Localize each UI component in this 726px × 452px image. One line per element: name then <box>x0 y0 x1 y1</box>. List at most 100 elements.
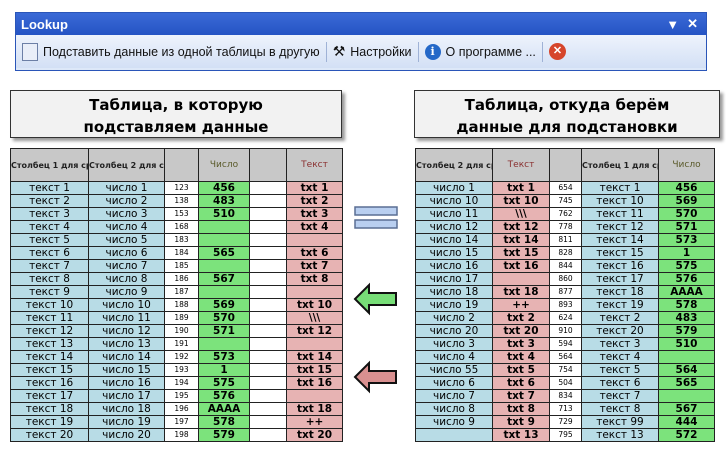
table-cell[interactable]: txt 5 <box>492 363 550 377</box>
table-cell[interactable]: число 14 <box>415 233 493 247</box>
table-cell[interactable] <box>249 428 287 442</box>
table-cell[interactable]: текст 16 <box>10 376 89 390</box>
table-cell[interactable]: текст 9 <box>10 285 89 299</box>
table-cell[interactable] <box>249 363 287 377</box>
table-cell[interactable]: 844 <box>549 259 582 273</box>
table-cell[interactable]: число 2 <box>415 311 493 325</box>
table-cell[interactable]: 564 <box>549 350 582 364</box>
table-cell[interactable]: текст 5 <box>10 233 89 247</box>
table-cell[interactable]: txt 1 <box>286 181 343 195</box>
table-cell[interactable] <box>249 350 287 364</box>
table-cell[interactable]: txt 2 <box>492 311 550 325</box>
table-cell[interactable] <box>492 272 550 286</box>
table-cell[interactable] <box>198 285 250 299</box>
table-cell[interactable]: txt 9 <box>492 415 550 429</box>
table-cell[interactable]: текст 20 <box>581 324 659 338</box>
table-cell[interactable]: число 11 <box>88 311 165 325</box>
table-cell[interactable]: txt 8 <box>286 272 343 286</box>
table-cell[interactable] <box>249 389 287 403</box>
table-cell[interactable]: 191 <box>164 337 199 351</box>
table-cell[interactable]: число 16 <box>88 376 165 390</box>
table-cell[interactable] <box>249 376 287 390</box>
table-cell[interactable]: 198 <box>164 428 199 442</box>
table-cell[interactable]: текст 4 <box>581 350 659 364</box>
table-cell[interactable]: txt 20 <box>492 324 550 338</box>
table-cell[interactable]: число 17 <box>415 272 493 286</box>
table-cell[interactable]: 573 <box>658 233 715 247</box>
table-cell[interactable]: txt 8 <box>492 402 550 416</box>
table-cell[interactable]: 579 <box>198 428 250 442</box>
table-cell[interactable]: текст 8 <box>581 402 659 416</box>
table-cell[interactable]: текст 99 <box>581 415 659 429</box>
table-cell[interactable]: текст 6 <box>10 246 89 260</box>
table-cell[interactable]: число 18 <box>415 285 493 299</box>
table-cell[interactable] <box>286 337 343 351</box>
table-cell[interactable]: текст 19 <box>10 415 89 429</box>
table-cell[interactable]: число 4 <box>415 350 493 364</box>
table-cell[interactable]: 190 <box>164 324 199 338</box>
table-cell[interactable]: \\\ <box>286 311 343 325</box>
table-cell[interactable]: txt 12 <box>492 220 550 234</box>
table-cell[interactable]: текст 10 <box>10 298 89 312</box>
table-cell[interactable]: 860 <box>549 272 582 286</box>
table-cell[interactable]: текст 18 <box>10 402 89 416</box>
table-cell[interactable]: 572 <box>658 428 715 442</box>
table-cell[interactable]: 575 <box>658 259 715 273</box>
table-cell[interactable]: текст 14 <box>581 233 659 247</box>
table-cell[interactable]: 570 <box>658 207 715 221</box>
table-cell[interactable]: \\\ <box>492 207 550 221</box>
table-cell[interactable]: 569 <box>198 298 250 312</box>
table-cell[interactable]: число 1 <box>415 181 493 195</box>
table-cell[interactable] <box>286 233 343 247</box>
table-cell[interactable]: число 2 <box>88 194 165 208</box>
table-cell[interactable]: число 12 <box>88 324 165 338</box>
table-cell[interactable]: текст 2 <box>581 311 659 325</box>
table-cell[interactable]: 138 <box>164 194 199 208</box>
table-cell[interactable]: 576 <box>198 389 250 403</box>
table-cell[interactable]: число 8 <box>88 272 165 286</box>
table-cell[interactable]: текст 2 <box>10 194 89 208</box>
table-cell[interactable]: txt 7 <box>286 259 343 273</box>
table-cell[interactable]: 197 <box>164 415 199 429</box>
table-cell[interactable]: число 15 <box>88 363 165 377</box>
table-cell[interactable] <box>249 298 287 312</box>
table-cell[interactable]: ++ <box>492 298 550 312</box>
table-cell[interactable] <box>658 389 715 403</box>
table-cell[interactable]: txt 3 <box>286 207 343 221</box>
table-cell[interactable]: число 15 <box>415 246 493 260</box>
table-cell[interactable]: 193 <box>164 363 199 377</box>
table-cell[interactable]: число 13 <box>88 337 165 351</box>
table-cell[interactable] <box>198 233 250 247</box>
table-cell[interactable]: текст 13 <box>10 337 89 351</box>
table-cell[interactable]: 565 <box>658 376 715 390</box>
table-cell[interactable]: txt 15 <box>286 363 343 377</box>
table-cell[interactable]: 795 <box>549 428 582 442</box>
table-cell[interactable]: 575 <box>198 376 250 390</box>
table-cell[interactable]: txt 20 <box>286 428 343 442</box>
table-cell[interactable]: текст 15 <box>581 246 659 260</box>
table-cell[interactable]: txt 16 <box>286 376 343 390</box>
table-cell[interactable]: 828 <box>549 246 582 260</box>
substitute-button[interactable]: Подставить данные из одной таблицы в дру… <box>16 35 326 68</box>
table-cell[interactable]: txt 3 <box>492 337 550 351</box>
table-cell[interactable] <box>249 246 287 260</box>
table-cell[interactable]: текст 17 <box>581 272 659 286</box>
table-cell[interactable]: число 16 <box>415 259 493 273</box>
table-cell[interactable]: 1 <box>658 246 715 260</box>
table-cell[interactable]: 153 <box>164 207 199 221</box>
table-cell[interactable] <box>249 194 287 208</box>
table-cell[interactable]: текст 17 <box>10 389 89 403</box>
table-cell[interactable]: 754 <box>549 363 582 377</box>
table-cell[interactable]: число 7 <box>88 259 165 273</box>
table-cell[interactable]: 729 <box>549 415 582 429</box>
table-cell[interactable]: 456 <box>198 181 250 195</box>
table-cell[interactable]: 168 <box>164 220 199 234</box>
table-cell[interactable] <box>249 181 287 195</box>
table-cell[interactable]: текст 10 <box>581 194 659 208</box>
table-cell[interactable]: 483 <box>658 311 715 325</box>
table-cell[interactable]: 571 <box>658 220 715 234</box>
table-cell[interactable]: 187 <box>164 285 199 299</box>
table-cell[interactable]: текст 4 <box>10 220 89 234</box>
table-cell[interactable]: текст 13 <box>581 428 659 442</box>
table-cell[interactable] <box>286 389 343 403</box>
